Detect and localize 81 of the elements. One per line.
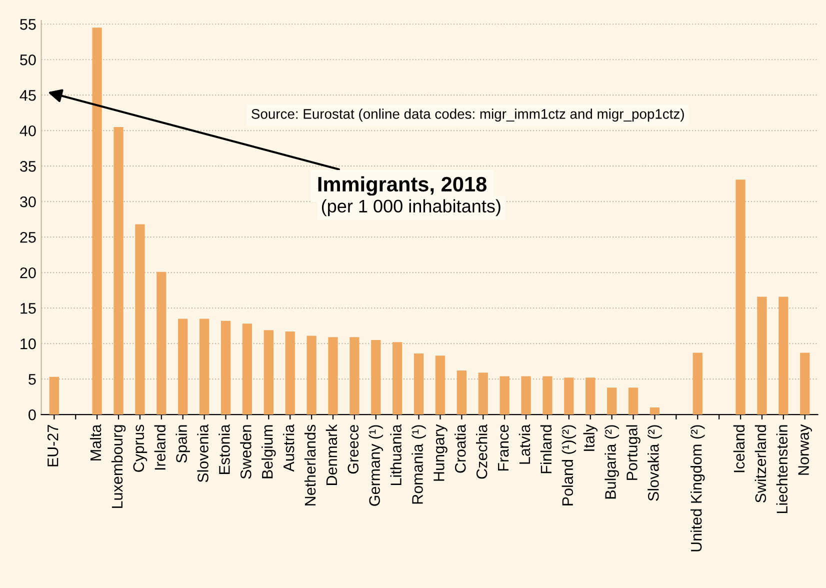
bar <box>371 340 381 415</box>
y-tick-label: 35 <box>20 160 36 172</box>
y-tick-label: 10 <box>20 338 36 350</box>
bar <box>435 356 446 415</box>
bar <box>736 180 746 415</box>
bar <box>264 330 274 415</box>
text: (per 1 000 inhabitants) <box>322 199 500 216</box>
x-tick-label: Cyprus <box>133 424 148 472</box>
x-tick-label: Denmark <box>326 424 338 485</box>
x-tick-label: Belgium <box>262 425 276 478</box>
bar <box>306 336 316 415</box>
x-tick-label: Luxembourg <box>111 425 126 508</box>
bar <box>135 224 145 415</box>
bar <box>328 337 338 415</box>
bar <box>220 320 231 415</box>
bar <box>778 296 788 415</box>
x-tick-label: Finland <box>540 425 552 474</box>
annotation: Source: Eurostat (online data codes: migr_imm1ctz and migr_pop1ctz) <box>252 108 684 122</box>
y-tick-label: 55 <box>20 19 36 30</box>
bar <box>392 342 402 415</box>
bar <box>542 376 552 415</box>
bar <box>607 388 617 415</box>
y-tick-label: 5 <box>28 374 36 385</box>
y-tick-label: 30 <box>20 196 36 208</box>
bar <box>692 352 702 415</box>
x-tick-label: Portugal <box>626 425 640 480</box>
bar <box>650 407 660 415</box>
x-tick-label: Switzerland <box>754 425 766 503</box>
y-tick-label: 50 <box>20 54 36 66</box>
x-tick-label: Slovakia (²) <box>648 425 662 501</box>
bar <box>285 331 295 415</box>
bar <box>521 376 531 415</box>
y-tick-label: 20 <box>20 267 36 278</box>
x-tick-label: Estonia <box>218 424 230 474</box>
y-tick-label: 0 <box>28 409 36 420</box>
x-tick-label: Italy <box>583 424 598 451</box>
y-tick-label: 45 <box>20 90 36 101</box>
bar <box>500 376 510 415</box>
x-tick-label: Germany (¹) <box>368 425 384 506</box>
bar <box>414 353 424 415</box>
x-tick-label: Liechtenstein <box>776 425 788 514</box>
y-tick-label: 25 <box>20 232 36 243</box>
x-tick-label: Bulgaria (²) <box>604 425 619 499</box>
x-tick-label: Sweden <box>240 425 252 479</box>
bar <box>350 337 360 415</box>
y-tick-label: 15 <box>20 303 36 314</box>
x-tick-label: Croatia <box>454 424 466 473</box>
bar <box>114 127 124 415</box>
x-tick-label: Slovenia <box>197 424 208 482</box>
bar <box>178 318 188 415</box>
bar <box>199 318 210 415</box>
x-tick-label: Poland (¹)(²) <box>562 425 576 506</box>
bar <box>156 272 166 415</box>
x-tick-label: Austria <box>282 424 294 472</box>
x-tick-label: Czechia <box>476 424 488 479</box>
bar <box>800 352 810 415</box>
x-tick-label: Norway <box>798 424 812 475</box>
bar <box>49 376 59 415</box>
y-tick-label: 40 <box>20 125 36 136</box>
bar <box>586 378 596 415</box>
x-tick-label: Netherlands <box>304 424 316 506</box>
x-tick-label: Spain <box>176 425 190 463</box>
x-tick-label: Ireland <box>154 425 166 470</box>
bar <box>564 378 574 415</box>
bar <box>456 370 467 415</box>
x-tick-label: Lithuania <box>390 424 402 486</box>
x-tick-label: Malta <box>90 424 102 460</box>
bar <box>92 28 102 415</box>
bar <box>628 388 638 415</box>
x-tick-label: United Kingdom (²) <box>690 425 705 552</box>
x-tick-label: Romania (¹) <box>412 425 426 504</box>
text: Immigrants, 2018 <box>318 176 487 196</box>
x-tick-label: Hungary <box>434 424 448 481</box>
bar <box>242 324 252 415</box>
bar <box>757 296 767 415</box>
x-tick-label: Latvia <box>518 424 530 464</box>
x-tick-label: Iceland <box>733 425 745 472</box>
x-tick-label: Greece <box>348 424 359 474</box>
x-tick-label: France <box>498 424 509 471</box>
bar <box>478 372 488 415</box>
x-tick-label: EU-27 <box>47 425 58 466</box>
